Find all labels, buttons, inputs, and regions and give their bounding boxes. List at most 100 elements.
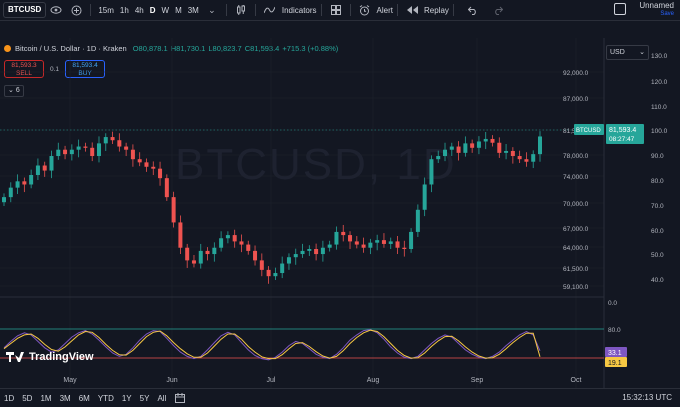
secondary-tick-label: 40.0 <box>651 277 664 284</box>
indicator-count: 6 <box>15 87 20 94</box>
candle-body <box>205 250 210 255</box>
candle-body <box>476 141 481 148</box>
candle-body <box>185 247 190 261</box>
divider <box>397 4 398 16</box>
secondary-tick-label: 50.0 <box>651 252 664 259</box>
chevron-down-icon[interactable]: ⌄ <box>208 4 216 15</box>
chevron-down-icon: ⌄ <box>639 49 645 56</box>
currency-select[interactable]: USD ⌄ <box>606 45 649 60</box>
candle-body <box>409 231 414 249</box>
d-value-label: 19.1 <box>608 360 622 367</box>
candle-body <box>178 222 183 248</box>
oscillator-tick-label: 80.0 <box>608 327 621 334</box>
candle-body <box>320 247 325 255</box>
last-price-label: 81,593.4 <box>609 127 636 134</box>
candle-body <box>395 241 400 248</box>
candle-body <box>96 143 101 157</box>
candle-body <box>368 242 373 248</box>
last-price-marker: BTCUSD 81,593.4 08:27:47 <box>574 124 644 144</box>
utc-clock[interactable]: 15:32:13 UTC <box>622 393 672 402</box>
candle-body <box>83 146 88 148</box>
timeframe-3M[interactable]: 3M <box>187 5 199 15</box>
layout-save-status[interactable]: Save <box>660 11 674 17</box>
divider <box>349 4 351 16</box>
candle-body <box>219 238 224 248</box>
divider <box>225 4 227 16</box>
legend-close: C81,593.4 <box>244 44 280 53</box>
candle-body <box>158 168 163 179</box>
range-6M[interactable]: 6M <box>78 393 90 403</box>
timeframe-4h[interactable]: 4h <box>134 5 144 15</box>
legend-title[interactable]: Bitcoin / U.S. Dollar · 1D · Kraken <box>15 44 127 53</box>
alarm-clock-icon[interactable] <box>358 3 372 17</box>
timeframe-D[interactable]: D <box>149 5 156 15</box>
candle-body <box>510 150 515 157</box>
symbol-legend: Bitcoin / U.S. Dollar · 1D · Kraken O80,… <box>4 44 338 53</box>
candle-body <box>259 260 264 270</box>
candle-body <box>266 269 271 277</box>
indicators-collapse-toggle[interactable]: ⌄ 6 <box>4 85 24 97</box>
layout-title[interactable]: Unnamed <box>639 1 674 10</box>
divider <box>254 4 256 16</box>
timeframe-1h[interactable]: 1h <box>119 5 129 15</box>
range-YTD[interactable]: YTD <box>97 393 114 403</box>
indicators-icon[interactable] <box>263 3 277 17</box>
range-5Y[interactable]: 5Y <box>139 393 150 403</box>
oscillator-tick-label: 0.0 <box>608 300 617 307</box>
range-5D[interactable]: 5D <box>22 393 33 403</box>
range-1D[interactable]: 1D <box>4 393 15 403</box>
range-All[interactable]: All <box>157 393 167 403</box>
price-tick-label: 59,100.0 <box>563 284 589 291</box>
candle-body <box>191 260 196 264</box>
candle-body <box>2 197 6 203</box>
layout-save-icon[interactable] <box>614 3 626 15</box>
timeframe-M[interactable]: M <box>175 5 182 15</box>
candle-body <box>117 140 122 147</box>
timeframe-W[interactable]: W <box>161 5 170 15</box>
candle-body <box>524 159 529 162</box>
divider <box>90 4 92 16</box>
candles-icon[interactable] <box>234 3 248 17</box>
symbol-search[interactable]: BTCUSD <box>3 2 47 18</box>
time-tick-label: Sep <box>471 377 484 384</box>
replay-button[interactable]: Replay <box>424 5 449 15</box>
undo-icon[interactable] <box>466 3 480 17</box>
buy-label: BUY <box>78 70 92 77</box>
candle-body <box>381 240 386 244</box>
range-1M[interactable]: 1M <box>40 393 52 403</box>
candle-body <box>470 143 475 148</box>
redo-icon[interactable] <box>491 3 505 17</box>
range-1Y[interactable]: 1Y <box>121 393 132 403</box>
candle-body <box>327 244 332 248</box>
eye-icon[interactable] <box>49 3 63 17</box>
timeframe-15m[interactable]: 15m <box>98 5 114 15</box>
tradingview-logo[interactable]: TradingView <box>6 351 94 363</box>
candle-body <box>164 178 169 198</box>
candle-body <box>361 244 366 248</box>
candle-body <box>49 156 54 171</box>
calendar-range-icon[interactable] <box>173 391 187 405</box>
price-tick-label: 78,000.0 <box>563 153 589 160</box>
indicators-button[interactable]: Indicators <box>281 5 317 15</box>
candle-body <box>246 244 251 251</box>
compare-add-icon[interactable] <box>69 3 83 17</box>
layout-name[interactable]: Unnamed Save <box>639 2 674 18</box>
replay-icon[interactable] <box>405 3 419 17</box>
secondary-tick-label: 60.0 <box>651 228 664 235</box>
price-tick-label: 64,000.0 <box>563 245 589 252</box>
alert-button[interactable]: Alert <box>376 5 393 15</box>
candle-body <box>388 241 393 244</box>
layout-grid-icon[interactable] <box>329 3 343 17</box>
candle-body <box>137 159 142 163</box>
price-tick-label: 74,000.0 <box>563 174 589 181</box>
time-tick-label: Jun <box>166 377 177 384</box>
candle-body <box>415 209 420 232</box>
buy-button[interactable]: 81,593.4 BUY <box>65 60 106 78</box>
k-value-label: 33.1 <box>608 350 622 357</box>
candle-body <box>531 154 536 162</box>
range-3M[interactable]: 3M <box>59 393 71 403</box>
candle-body <box>239 241 244 245</box>
sell-button[interactable]: 81,593.3 SELL <box>4 60 44 78</box>
symbol-label[interactable]: BTCUSD <box>3 2 47 18</box>
candle-body <box>307 248 312 251</box>
